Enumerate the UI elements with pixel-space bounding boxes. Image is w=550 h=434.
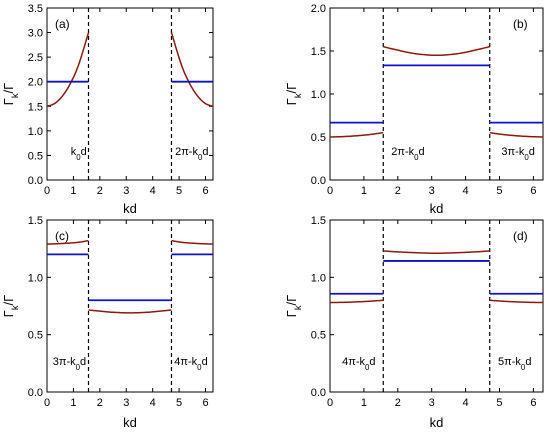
y-tick-label: 0.0: [311, 387, 326, 399]
panel-c: 0 1 2 3 4 5 6 0.0 0.5 1.0 1.5 (c) 3π-k0d 4π-k0d kd Γk/Γ: [1, 215, 214, 430]
x-tick-label: 4: [150, 397, 156, 409]
y-tick-label: 0.5: [311, 132, 326, 144]
x-tick-label: 2: [395, 185, 401, 197]
x-tick-label: 3: [429, 185, 435, 197]
y-axis-label: Γk/Γ: [1, 295, 20, 318]
y-tick-label: 2.0: [28, 77, 43, 89]
y-tick-label: 1.0: [28, 126, 43, 138]
y-tick-label: 0.0: [28, 175, 43, 187]
x-tick-label: 1: [70, 185, 76, 197]
y-tick-label: 0.5: [28, 150, 43, 162]
series-line-red: [171, 239, 214, 245]
panel-label: (a): [55, 17, 70, 31]
x-tick-label: 5: [176, 185, 182, 197]
plot-frame: [46, 219, 214, 393]
y-tick-label: 1.5: [311, 215, 326, 227]
series-line-red: [489, 131, 544, 138]
x-tick-label: 4: [463, 397, 469, 409]
y-tick-label: 3.0: [28, 28, 43, 40]
series-line-red: [170, 32, 214, 107]
x-tick-label: 6: [530, 185, 536, 197]
x-tick-label: 4: [463, 185, 469, 197]
series-line-red: [329, 299, 384, 304]
x-tick-label: 2: [395, 397, 401, 409]
x-axis-label: kd: [430, 415, 444, 430]
segment-label: 5π-k0d: [498, 356, 531, 372]
x-axis-label: kd: [430, 201, 444, 216]
x-axis-label: kd: [123, 201, 137, 216]
series-line-red: [383, 250, 490, 255]
segment-label: 4π-k0d: [174, 356, 207, 372]
y-tick-label: 0.0: [311, 175, 326, 187]
y-tick-label: 1.0: [311, 272, 326, 284]
y-axis-label: Γk/Γ: [1, 83, 20, 106]
y-tick-label: 0.0: [28, 387, 43, 399]
series-line-red: [46, 32, 90, 107]
segment-label: 3π-k0d: [501, 146, 534, 162]
x-tick-label: 6: [530, 397, 536, 409]
panel-label: (b): [513, 17, 528, 31]
panel-label: (d): [513, 229, 528, 243]
y-tick-label: 0.5: [28, 330, 43, 342]
y-tick-label: 3.5: [28, 3, 43, 15]
x-tick-label: 6: [202, 397, 208, 409]
panel-d: 0 1 2 3 4 5 6 0.0 0.5 1.0 1.5 (d) 4π-k0d 5π-k0d kd Γk/Γ: [284, 215, 544, 430]
x-tick-label: 3: [429, 397, 435, 409]
segment-label: 3π-k0d: [53, 356, 86, 372]
y-tick-label: 1.5: [28, 215, 43, 227]
x-axis-label: kd: [123, 415, 137, 430]
panel-label: (c): [55, 229, 69, 243]
x-tick-label: 6: [202, 185, 208, 197]
x-tick-label: 0: [327, 397, 333, 409]
x-tick-label: 2: [97, 185, 103, 197]
y-axis-label: Γk/Γ: [284, 295, 303, 318]
y-tick-label: 2.5: [28, 52, 43, 64]
x-tick-label: 3: [123, 185, 129, 197]
series-line-red: [329, 131, 384, 138]
y-tick-label: 1.5: [311, 46, 326, 58]
y-tick-label: 2.0: [311, 3, 326, 15]
series-line-red: [46, 239, 89, 245]
x-tick-label: 5: [176, 397, 182, 409]
series-line-red: [88, 309, 172, 314]
x-tick-label: 5: [496, 397, 502, 409]
plot-frame: [329, 219, 544, 393]
series-line-red: [383, 45, 490, 57]
x-tick-label: 1: [361, 397, 367, 409]
x-tick-label: 0: [44, 185, 50, 197]
segment-label: 4π-k0d: [342, 356, 375, 372]
x-tick-label: 2: [97, 397, 103, 409]
x-tick-label: 4: [150, 185, 156, 197]
x-tick-label: 5: [496, 185, 502, 197]
y-tick-label: 1.5: [28, 101, 43, 113]
segment-label: 2π-k0d: [175, 146, 208, 162]
series-line-red: [489, 299, 544, 304]
segment-label: 2π-k0d: [391, 146, 424, 162]
panel-a: 0 1 2 3 4 5 6 0.0 0.5 1.0 1.5 2.0 2.5 3.0 3.5 (a) k0d 2π-…: [1, 3, 214, 216]
segment-label: k0d: [71, 146, 87, 162]
y-tick-label: 0.5: [311, 330, 326, 342]
y-axis-label: Γk/Γ: [284, 83, 303, 106]
y-tick-label: 1.0: [311, 89, 326, 101]
x-tick-label: 0: [44, 397, 50, 409]
x-tick-label: 1: [361, 185, 367, 197]
x-tick-label: 1: [70, 397, 76, 409]
x-tick-label: 0: [327, 185, 333, 197]
panel-b: 0 1 2 3 4 5 6 0.0 0.5 1.0 1.5 2.0 (b) 2π-k0d 3π-k0d kd Γ…: [284, 3, 544, 216]
y-tick-label: 1.0: [28, 272, 43, 284]
x-tick-label: 3: [123, 397, 129, 409]
plot-frame: [46, 7, 214, 181]
